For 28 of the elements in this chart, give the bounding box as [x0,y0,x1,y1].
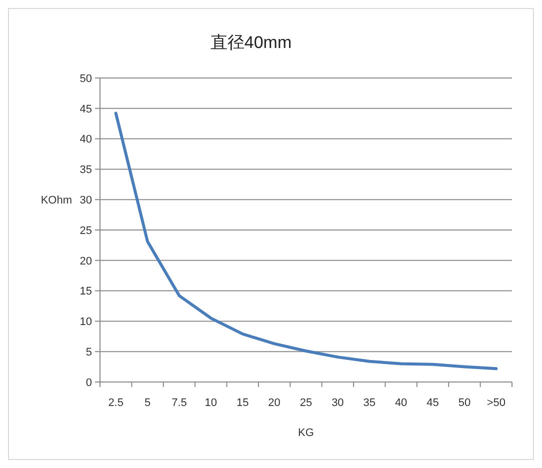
y-tick-label: 50 [80,72,92,85]
y-tick-label: 20 [80,255,92,268]
y-tick-label: 45 [80,103,92,116]
y-tick-label: 15 [80,286,92,298]
line-series [114,112,498,370]
y-axis-title: KOhm [40,194,72,206]
x-tick-label: 5 [144,397,151,409]
x-tick-label: 50 [458,397,471,409]
x-tick-label: 45 [426,397,439,409]
x-tick-label: 10 [204,397,218,409]
chart-title: 直径40mm [210,33,292,52]
x-tick-label: 20 [268,397,280,409]
y-tick-label: 40 [80,134,92,146]
y-tick-label: 0 [86,376,92,389]
y-tick-label: 30 [80,194,92,206]
x-tick-label: 2.5 [108,397,124,409]
x-tick-label: 30 [332,397,344,409]
y-tick-label: 25 [80,224,92,237]
x-tick-label: 25 [300,397,312,409]
x-tick-label: >50 [486,397,506,409]
x-tick-label: 35 [363,397,376,409]
x-tick-label: 7.5 [172,397,187,409]
y-tick-label: 5 [86,346,92,358]
x-axis-title: KG [298,427,314,439]
x-tick-label: 15 [236,397,249,409]
x-tick-label: 40 [394,397,408,409]
y-tick-label: 10 [80,316,92,328]
y-tick-label: 35 [80,164,92,176]
